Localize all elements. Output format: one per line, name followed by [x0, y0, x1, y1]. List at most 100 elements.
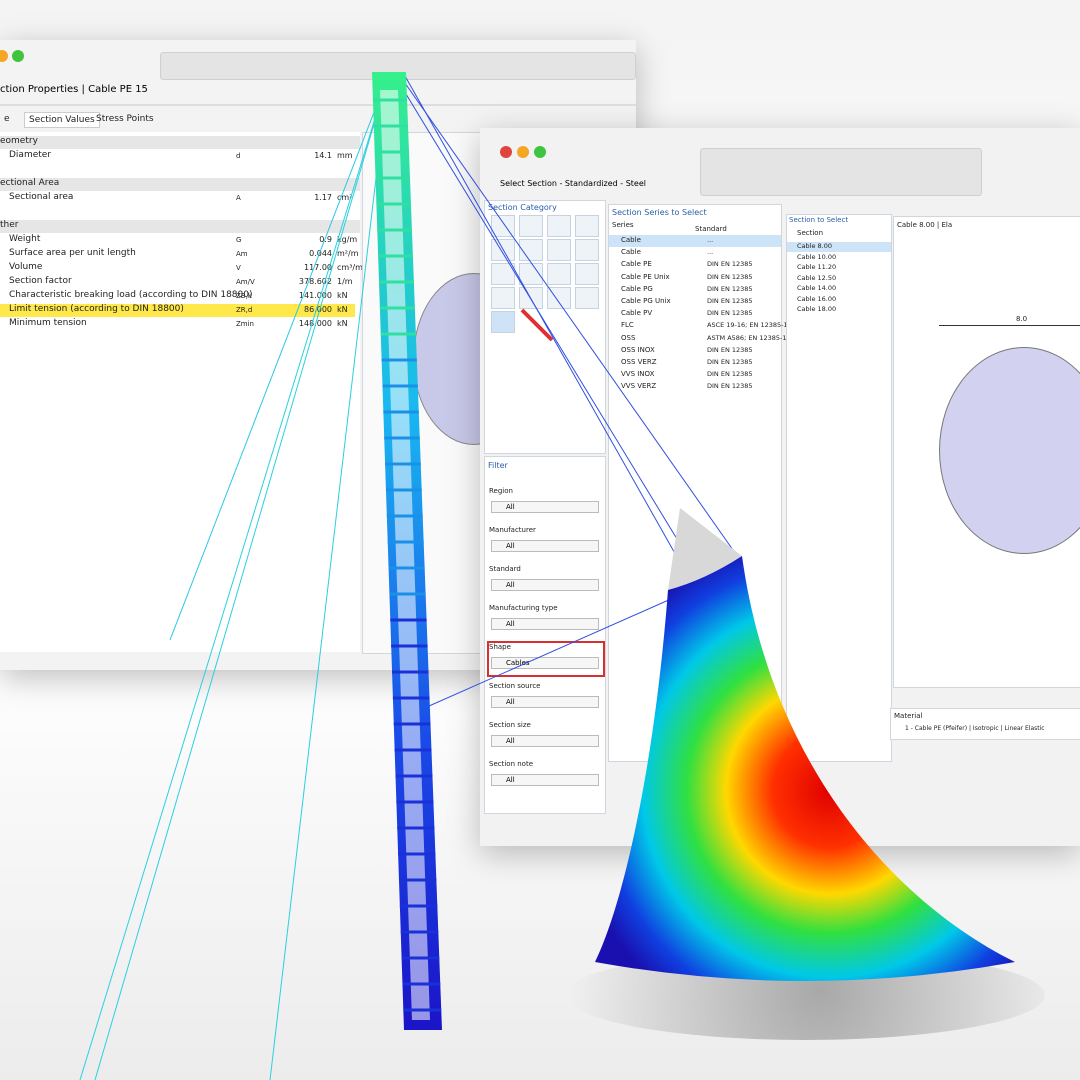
panel-header: Filter	[488, 461, 508, 470]
standard: DIN EN 12385	[707, 309, 753, 318]
category-button[interactable]	[519, 263, 543, 285]
material: 1 - Cable PE (Pfeifer) | Isotropic | Lin…	[905, 725, 1045, 732]
title-bar	[700, 148, 982, 196]
standard: DIN EN 12385	[707, 382, 753, 391]
filter-label: Section note	[489, 760, 534, 768]
window-button[interactable]	[500, 146, 512, 158]
category-button[interactable]	[547, 287, 571, 309]
standard: DIN EN 12385	[707, 272, 753, 281]
title-bar	[160, 52, 636, 80]
category-button[interactable]	[575, 287, 599, 309]
filter-select[interactable]: All	[491, 540, 599, 552]
filter-label: Section size	[489, 721, 531, 729]
category-button[interactable]	[491, 263, 515, 285]
category-button[interactable]	[519, 215, 543, 237]
panel-header: Section Series to Select	[612, 208, 707, 217]
section[interactable]: Cable 8.00	[797, 242, 832, 250]
window-button[interactable]	[12, 50, 24, 62]
filter-select[interactable]: All	[491, 579, 599, 591]
group-header: ectional Area	[0, 178, 360, 191]
symbol: G	[236, 236, 242, 244]
section[interactable]: Cable 10.00	[797, 252, 837, 261]
category-button[interactable]	[547, 263, 571, 285]
series-name[interactable]: Cable	[621, 236, 641, 244]
series-name[interactable]: OSS VERZ	[621, 358, 657, 366]
series-panel: Section Series to Select Series Standard…	[608, 204, 792, 762]
group-header: eometry	[0, 136, 360, 149]
series-name[interactable]: VVS INOX	[621, 370, 655, 379]
window-button[interactable]	[517, 146, 529, 158]
cable-section-shape	[939, 347, 1080, 554]
value: 14.1	[314, 151, 332, 160]
property-name: Limit tension (according to DIN 18800)	[9, 304, 184, 314]
symbol: ZR,d	[236, 306, 253, 314]
series-name[interactable]: Cable PV	[621, 309, 653, 318]
category-button[interactable]	[547, 239, 571, 261]
preview-panel: Cable 8.00 | Ela 8.0	[893, 216, 1080, 688]
symbol: d	[236, 152, 241, 160]
filter-select[interactable]: Cables	[491, 657, 599, 669]
column-header: Standard	[695, 225, 727, 233]
properties-table: eometry Diameter d 14.1 mm ectional Area Secti…	[0, 132, 363, 652]
property-name: Characteristic breaking load (according …	[9, 290, 253, 300]
symbol: A	[236, 194, 241, 202]
series-name[interactable]: OSS INOX	[621, 345, 655, 354]
standard: ...	[707, 248, 714, 257]
category-button[interactable]	[547, 215, 571, 237]
filter-select[interactable]: All	[491, 618, 599, 630]
series-name[interactable]: Cable PG Unix	[621, 297, 671, 305]
standard: DIN EN 12385	[707, 370, 753, 379]
property-name: Minimum tension	[9, 318, 87, 328]
category-button[interactable]	[519, 239, 543, 261]
property-name: Volume	[9, 262, 43, 272]
filter-select[interactable]: All	[491, 501, 599, 513]
category-button[interactable]	[491, 287, 515, 309]
category-button[interactable]	[575, 263, 599, 285]
value: 117.00	[304, 263, 332, 272]
section[interactable]: Cable 16.00	[797, 294, 837, 303]
value: 378.602	[298, 277, 332, 286]
value: 141.000	[298, 291, 332, 300]
series-name[interactable]: Cable	[621, 248, 641, 257]
category-button[interactable]	[491, 215, 515, 237]
symbol: Zmin	[236, 320, 254, 328]
sections-panel: Section to Select Section Cable 8.00 Cabl…	[786, 214, 892, 762]
window-title: ction Properties | Cable PE 15	[0, 84, 148, 95]
series-name[interactable]: Cable PE Unix	[621, 272, 670, 281]
panel-header: Section Category	[488, 203, 557, 212]
window-button[interactable]	[0, 50, 8, 62]
filter-select[interactable]: All	[491, 696, 599, 708]
series-name[interactable]: OSS	[621, 333, 636, 342]
window-title: Select Section - Standardized - Steel	[500, 179, 646, 188]
filter-select[interactable]: All	[491, 735, 599, 747]
series-name[interactable]: Cable PG	[621, 284, 653, 293]
window-button[interactable]	[534, 146, 546, 158]
dimension-line	[939, 325, 1080, 326]
standard: ASCE 19-16; EN 12385-10	[707, 321, 792, 330]
panel-header: Section to Select	[789, 216, 849, 224]
symbol: Am	[236, 250, 248, 258]
unit: 1/m	[337, 277, 353, 286]
column-header: Section	[797, 229, 824, 237]
category-panel: Section Category	[484, 200, 606, 454]
category-button[interactable]	[519, 287, 543, 309]
category-button[interactable]	[491, 239, 515, 261]
series-name[interactable]: VVS VERZ	[621, 382, 657, 391]
standard: ASTM A586; EN 12385-10	[707, 333, 791, 342]
value: 1.17	[314, 193, 332, 202]
category-button[interactable]	[491, 311, 515, 333]
filter-panel: Filter Region All Manufacturer All Standard A…	[484, 456, 606, 814]
category-button[interactable]	[575, 215, 599, 237]
section[interactable]: Cable 11.20	[797, 263, 837, 271]
unit: kN	[337, 291, 348, 300]
category-button[interactable]	[575, 239, 599, 261]
series-name[interactable]: Cable PE	[621, 260, 652, 269]
symbol: Am/V	[236, 278, 255, 286]
filter-select[interactable]: All	[491, 774, 599, 786]
section[interactable]: Cable 14.00	[797, 284, 837, 292]
section[interactable]: Cable 18.00	[797, 305, 837, 313]
dimension: 8.0	[1016, 315, 1028, 323]
section[interactable]: Cable 12.50	[797, 273, 837, 282]
series-name[interactable]: FLC	[621, 321, 634, 330]
